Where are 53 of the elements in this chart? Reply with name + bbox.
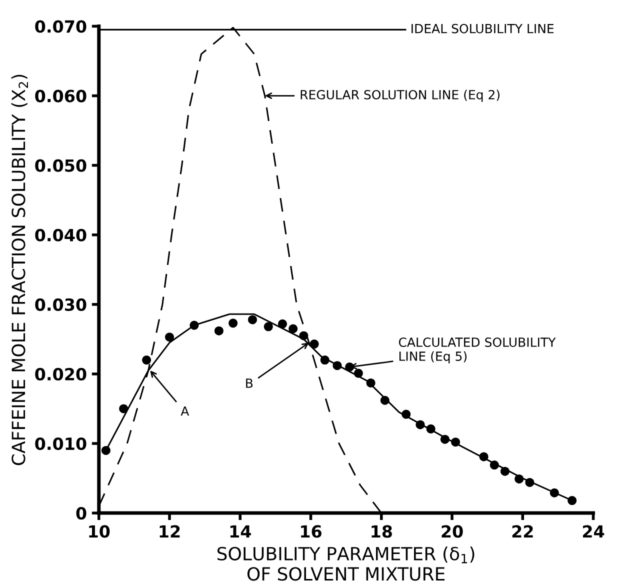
point [299, 331, 308, 340]
x-tick-label: 18 [372, 525, 392, 538]
x-tick-label: 20 [442, 525, 463, 538]
point [380, 396, 390, 405]
annotation: B [246, 378, 253, 388]
text: SOLUBILITY PARAMETER (δ$_{1}$) OF SOLVENT MIXTURE [217, 546, 474, 581]
point [402, 410, 411, 419]
y-tick-label: 0.070 [35, 20, 86, 33]
x-tick-label: 24 [583, 525, 604, 538]
point [500, 466, 510, 476]
point [190, 320, 199, 330]
point [416, 420, 425, 430]
point [440, 434, 450, 444]
point [525, 478, 534, 487]
point [119, 404, 128, 414]
y-tick-label: 0 [76, 507, 86, 520]
x-tick-label: 16 [301, 525, 322, 538]
point [514, 474, 524, 484]
point [310, 340, 319, 349]
point [332, 361, 342, 370]
y-tick-label: 0.050 [35, 159, 86, 172]
point [550, 488, 559, 498]
point [479, 452, 488, 462]
point [142, 356, 152, 365]
point [426, 424, 436, 434]
y-tick-label: 0.030 [35, 298, 86, 311]
point [101, 446, 110, 455]
point [490, 460, 499, 470]
annotation: A [180, 406, 190, 416]
point [248, 315, 257, 324]
y-tick-label: 0.010 [35, 437, 86, 450]
y-axis-title: CAFFEINE MOLE FRACTION SOLUBILITY (X$_{2}$) [11, 74, 28, 466]
point [214, 326, 224, 336]
y-tick-label: 0.060 [35, 90, 86, 102]
x-tick-label: 14 [230, 525, 251, 538]
x-tick-label: 12 [160, 525, 180, 538]
point [354, 368, 363, 378]
y-tick-label: 0.020 [35, 368, 86, 381]
x-tick-label: 22 [512, 525, 533, 538]
ref-line-label: IDEAL SOLUBILITY LINE [412, 24, 554, 34]
annotation: CALCULATED SOLUBILITY LINE (Eq 5) [398, 338, 556, 364]
x-tick-label: 10 [89, 525, 110, 538]
point [228, 318, 238, 328]
point [366, 378, 376, 388]
y-tick-label: 0.040 [35, 228, 86, 242]
annotation: REGULAR SOLUTION LINE (Eq 2) [300, 90, 500, 102]
point [288, 324, 298, 334]
point [278, 319, 288, 328]
point [165, 332, 174, 342]
point [264, 322, 273, 332]
point [451, 438, 460, 447]
point [568, 496, 577, 506]
point [320, 356, 330, 365]
